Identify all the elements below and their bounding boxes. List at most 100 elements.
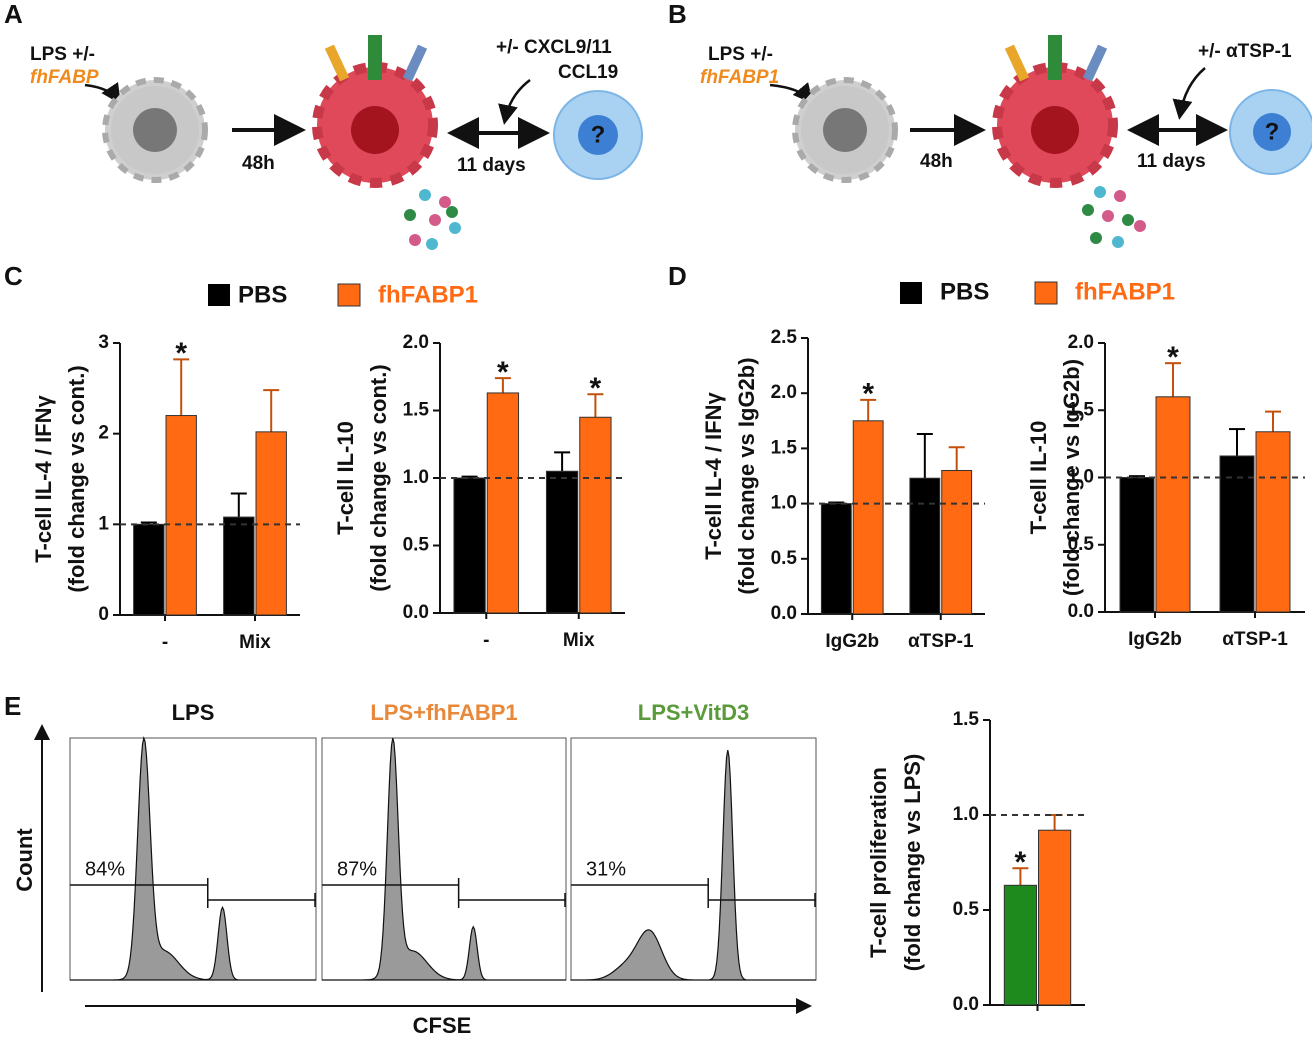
t-cell-nucleus (578, 115, 618, 155)
bar (486, 392, 520, 614)
gate-percent: 87% (337, 858, 377, 880)
y-axis-label: (fold change vs cont.) (64, 365, 89, 592)
y-tick-label: 1.0 (1068, 467, 1094, 488)
arrow (498, 79, 531, 125)
dendritic-cell (992, 35, 1146, 248)
dendritic-cell (312, 35, 461, 250)
y-tick-label: 0.5 (403, 535, 430, 556)
y-axis-label: (fold change vs cont.) (366, 364, 391, 591)
stimulus: LPS +/- (30, 44, 95, 65)
x-tick-label: - (162, 632, 168, 653)
x-tick-label: - (483, 630, 489, 651)
histogram-title: LPS (172, 700, 215, 725)
treatment: +/- αTSP-1 (1198, 41, 1292, 62)
legend-swatch (337, 283, 361, 307)
bar (255, 431, 287, 616)
y-axis-label: T-cell proliferation (866, 767, 891, 958)
bar (1255, 431, 1291, 613)
panel-label: D (668, 261, 687, 291)
legend-label: PBS (238, 281, 287, 308)
x-tick-label: IgG2b (825, 631, 879, 652)
histogram (570, 749, 816, 981)
legend-swatch (1034, 281, 1058, 305)
legend-label: PBS (940, 278, 989, 305)
gate (571, 878, 816, 908)
legend-label: fhFABP1 (378, 281, 478, 308)
x-tick-label: IgG2b (1128, 629, 1182, 650)
bar (165, 415, 197, 616)
gate-percent: 31% (586, 858, 626, 880)
bar (1119, 477, 1155, 613)
gate (70, 878, 316, 908)
y-tick-label: 1.0 (953, 804, 979, 825)
legend-swatch (208, 284, 230, 306)
unknown: ? (591, 121, 606, 148)
significance: * (1015, 846, 1027, 879)
y-tick-label: 0.0 (1068, 601, 1094, 622)
bar (820, 503, 852, 615)
y-axis-label: (fold change vs IgG2b) (734, 357, 759, 594)
significance: * (590, 372, 602, 405)
time: 11 days (457, 155, 526, 176)
significance: * (175, 337, 187, 370)
bar (579, 416, 612, 614)
arrow (1172, 67, 1206, 120)
time: 48h (242, 153, 275, 174)
bar (941, 469, 973, 615)
y-tick-label: 0.0 (403, 602, 429, 623)
bar (1155, 396, 1191, 613)
histogram-title: LPS+VitD3 (638, 700, 749, 725)
y-axis-label: (fold change vs LPS) (900, 754, 925, 972)
x-tick-label: αTSP-1 (1222, 629, 1288, 650)
y-tick-label: 1 (98, 513, 109, 534)
gate (322, 878, 566, 908)
y-axis-label: (fold change vs IgG2b) (1059, 359, 1084, 596)
y-axis-label: T-cell IL-10 (1026, 421, 1051, 535)
stimulus: LPS +/- (708, 44, 773, 65)
y-tick-label: 1.0 (403, 467, 429, 488)
time: 48h (920, 151, 953, 172)
y-tick-label: 1.5 (1068, 399, 1095, 420)
unknown: ? (1265, 118, 1280, 145)
y-tick-label: 1.5 (403, 400, 430, 421)
bar (1219, 455, 1255, 613)
bar (1003, 884, 1037, 1006)
y-tick-label: 0.0 (771, 603, 797, 624)
bar (852, 420, 884, 615)
panel-label: A (4, 0, 23, 29)
y-tick-label: 0.5 (1068, 534, 1095, 555)
histogram (322, 738, 566, 981)
significance: * (862, 378, 874, 411)
grey-cell (792, 77, 898, 183)
treatment: +/- CXCL9/11 (496, 37, 612, 58)
y-tick-label: 0.0 (953, 994, 979, 1015)
grey-cell (102, 77, 208, 183)
gate-percent: 84% (85, 858, 125, 880)
y-tick-label: 3 (98, 332, 109, 353)
y-tick-label: 0 (98, 604, 109, 625)
y-tick-label: 2.0 (771, 382, 797, 403)
time: 11 days (1137, 151, 1206, 172)
treatment: CCL19 (558, 62, 618, 83)
agent: fhFABP1 (700, 67, 779, 88)
x-tick-label: αTSP-1 (908, 631, 974, 652)
bar (545, 470, 579, 614)
agent: fhFABP (30, 67, 99, 88)
bar (133, 523, 165, 616)
y-tick-label: 0.5 (953, 899, 980, 920)
y-tick-label: 2 (98, 423, 109, 444)
y-axis-label: T-cell IL-4 / IFNγ (701, 391, 726, 559)
legend-swatch (900, 282, 922, 304)
bar (909, 477, 941, 615)
y-tick-label: 1.5 (771, 437, 798, 458)
t-cell-nucleus (1253, 113, 1291, 151)
panel-label: C (4, 261, 23, 291)
y-tick-label: 2.0 (1068, 332, 1094, 353)
bar (453, 477, 486, 614)
panel-label: E (4, 691, 21, 721)
histogram (70, 736, 316, 981)
y-tick-label: 2.5 (771, 327, 798, 348)
x-tick-label: Mix (563, 630, 595, 651)
y-axis-label: T-cell IL-10 (333, 421, 358, 535)
